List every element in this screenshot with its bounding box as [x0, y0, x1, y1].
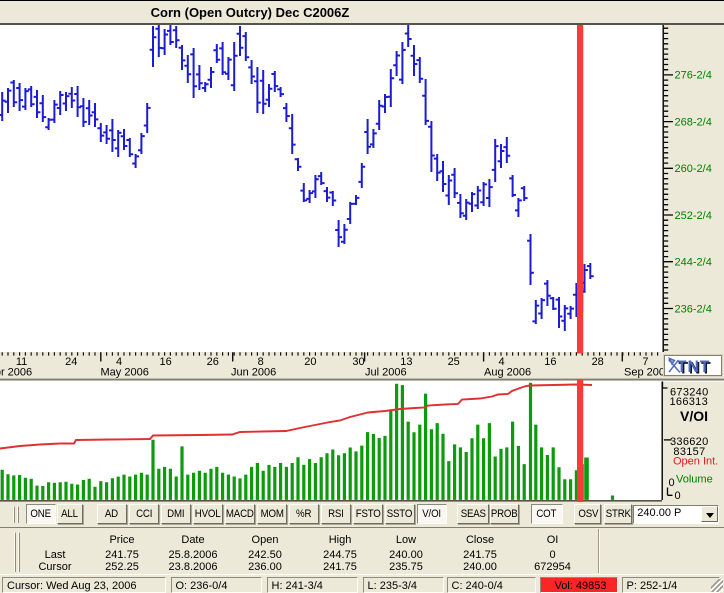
svg-text:83157: 83157 [673, 446, 705, 458]
svg-text:Volume: Volume [676, 474, 713, 486]
svg-text:Sep 2006: Sep 2006 [624, 367, 671, 379]
svg-text:Aug 2006: Aug 2006 [484, 367, 531, 379]
svg-text:336620: 336620 [670, 436, 709, 448]
svg-text:11: 11 [16, 356, 27, 368]
svg-text:7: 7 [642, 356, 648, 368]
svg-text:16: 16 [544, 356, 556, 368]
svg-text:673240: 673240 [670, 387, 709, 399]
svg-text:0: 0 [675, 490, 681, 502]
svg-text:28: 28 [592, 356, 604, 368]
svg-text:Jun 2006: Jun 2006 [231, 367, 276, 379]
svg-text:16: 16 [159, 356, 171, 368]
svg-text:268-2/4: 268-2/4 [675, 116, 712, 128]
svg-text:20: 20 [304, 356, 316, 368]
svg-text:8: 8 [258, 356, 264, 368]
svg-text:244-2/4: 244-2/4 [675, 257, 712, 269]
svg-text:30: 30 [352, 356, 364, 368]
svg-text:Apr 2006: Apr 2006 [0, 367, 32, 379]
svg-text:25: 25 [448, 356, 460, 368]
svg-text:V/OI: V/OI [680, 408, 708, 424]
svg-text:4: 4 [498, 356, 504, 368]
svg-text:166313: 166313 [669, 396, 708, 408]
svg-text:26: 26 [207, 356, 219, 368]
svg-text:13: 13 [400, 356, 412, 368]
svg-text:Open Int.: Open Int. [673, 455, 718, 467]
svg-text:24: 24 [65, 356, 77, 368]
svg-text:276-2/4: 276-2/4 [675, 70, 712, 82]
svg-text:252-2/4: 252-2/4 [675, 210, 712, 222]
svg-text:Jul 2006: Jul 2006 [365, 367, 407, 379]
svg-text:May 2006: May 2006 [101, 367, 149, 379]
svg-text:236-2/4: 236-2/4 [675, 303, 712, 315]
svg-text:0: 0 [669, 477, 675, 489]
svg-text:260-2/4: 260-2/4 [675, 163, 712, 175]
svg-text:4: 4 [116, 356, 122, 368]
